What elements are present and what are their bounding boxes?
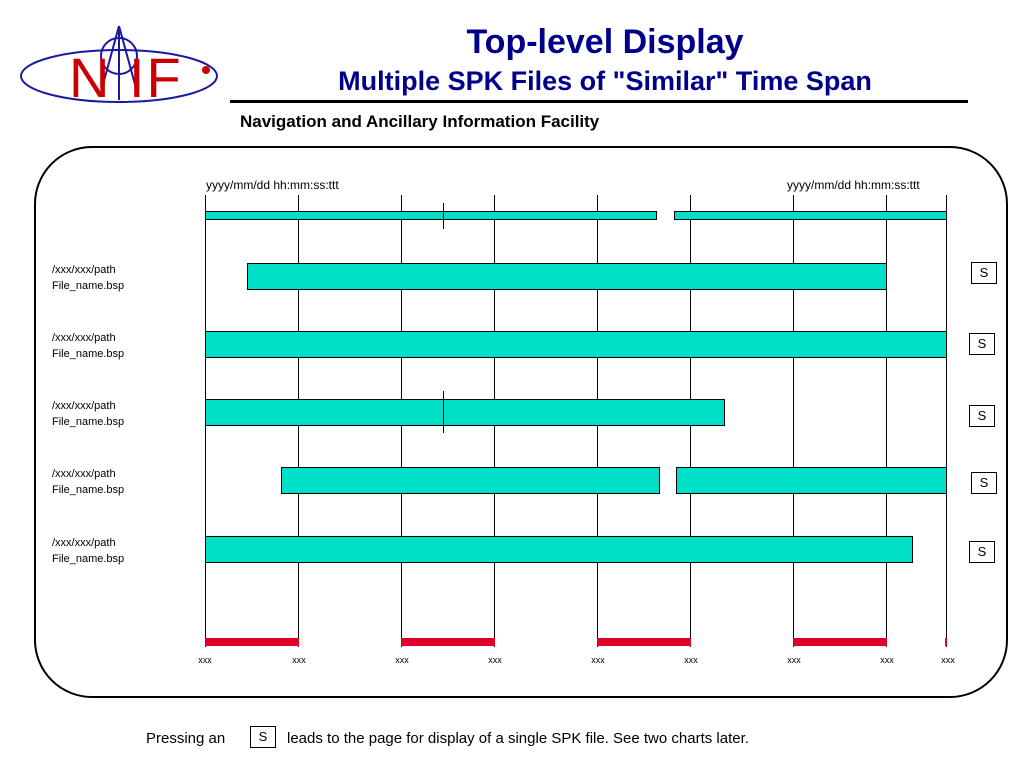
axis-tick-label: xxx [941,655,955,665]
single-file-button[interactable]: S [969,405,995,427]
file-label: /xxx/xxx/path File_name.bsp [52,330,124,362]
summary-coverage-segment [674,211,947,220]
file-path: /xxx/xxx/path [52,468,116,480]
file-coverage-bar [205,331,947,358]
file-name: File_name.bsp [52,553,125,565]
file-coverage-bar [205,536,913,563]
single-file-button[interactable]: S [971,262,997,284]
axis-tick-label: xxx [880,655,894,665]
footer-s-button: S [250,726,276,748]
axis-tick-label: xxx [395,655,409,665]
file-name: File_name.bsp [52,280,125,292]
end-time-label: yyyy/mm/dd hh:mm:ss:ttt [787,178,920,192]
summary-marker [443,203,444,229]
start-time-label: yyyy/mm/dd hh:mm:ss:ttt [206,178,339,192]
file-label: /xxx/xxx/path File_name.bsp [52,398,124,430]
file-name: File_name.bsp [52,348,125,360]
organization-name: Navigation and Ancillary Information Fac… [240,112,600,131]
file-name: File_name.bsp [52,416,125,428]
axis-segment [945,638,947,646]
axis-tick-label: xxx [684,655,698,665]
axis-segment [793,638,887,646]
time-gridline [793,195,794,647]
axis-segment [205,638,299,646]
coverage-marker [443,391,444,433]
display-panel [34,146,1008,698]
file-coverage-bar [205,399,725,426]
file-coverage-bar [247,263,887,290]
file-path: /xxx/xxx/path [52,264,116,276]
time-gridline [886,195,887,647]
axis-segment [401,638,495,646]
page-subtitle: Multiple SPK Files of "Similar" Time Spa… [338,66,872,96]
axis-tick-label: xxx [787,655,801,665]
single-file-button[interactable]: S [969,541,995,563]
axis-tick-label: xxx [292,655,306,665]
file-name: File_name.bsp [52,484,125,496]
file-path: /xxx/xxx/path [52,537,116,549]
axis-tick-label: xxx [488,655,502,665]
summary-coverage-segment [205,211,657,220]
file-coverage-bar [281,467,660,494]
file-label: /xxx/xxx/path File_name.bsp [52,262,124,294]
file-coverage-bar [676,467,947,494]
axis-tick-label: xxx [591,655,605,665]
logo-text: N IF [69,46,183,109]
single-file-button[interactable]: S [971,472,997,494]
single-file-button[interactable]: S [969,333,995,355]
file-label: /xxx/xxx/path File_name.bsp [52,535,124,567]
footer-text-before: Pressing an [146,730,226,747]
title-divider [230,100,968,103]
axis-tick-label: xxx [198,655,212,665]
axis-segment [597,638,691,646]
file-path: /xxx/xxx/path [52,400,116,412]
footer-text-after: leads to the page for display of a singl… [287,730,749,747]
page-title: Top-level Display [466,23,744,61]
naif-logo: N IF [14,18,234,118]
file-path: /xxx/xxx/path [52,332,116,344]
file-label: /xxx/xxx/path File_name.bsp [52,466,124,498]
time-gridline [946,195,947,647]
